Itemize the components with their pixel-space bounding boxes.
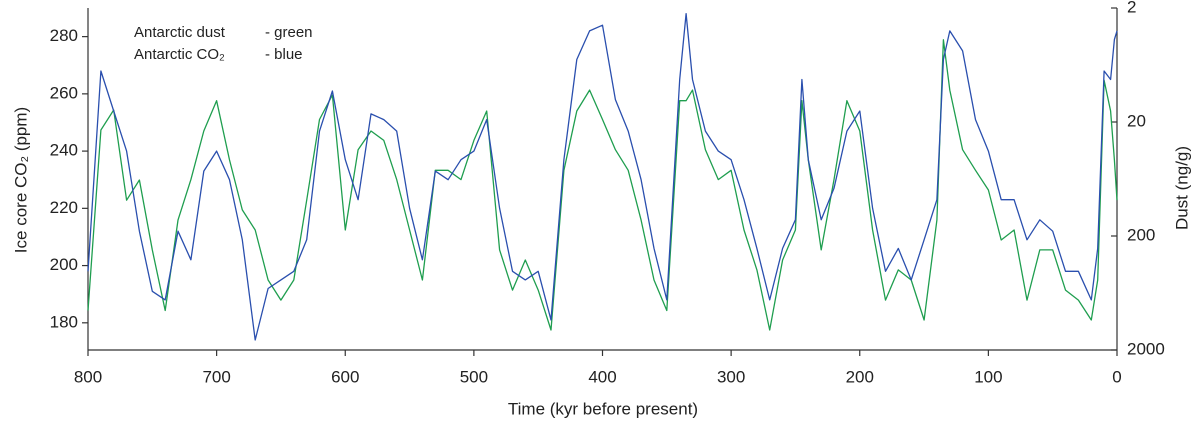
legend-note: - blue <box>265 46 303 63</box>
x-tick-label: 600 <box>331 367 359 386</box>
x-axis-label: Time (kyr before present) <box>508 399 698 418</box>
y-tick-label: 240 <box>50 141 78 160</box>
y2-axis-label: Dust (ng/g) <box>1172 146 1191 230</box>
y2-tick-label: 200 <box>1127 225 1155 244</box>
legend-label: Antarctic CO₂ <box>134 46 225 63</box>
x-tick-label: 700 <box>202 367 230 386</box>
y-tick-label: 200 <box>50 255 78 274</box>
x-tick-label: 200 <box>846 367 874 386</box>
data-line <box>87 13 1118 341</box>
y2-tick-label: 2 <box>1127 0 1136 16</box>
x-tick-label: 100 <box>974 367 1002 386</box>
y-tick-label: 260 <box>50 83 78 102</box>
x-tick-label: 300 <box>717 367 745 386</box>
legend-label: Antarctic dust <box>134 24 226 41</box>
x-tick-label: 800 <box>74 367 102 386</box>
y-tick-label: 220 <box>50 198 78 217</box>
y-tick-label: 280 <box>50 26 78 45</box>
x-tick-label: 400 <box>588 367 616 386</box>
y2-tick-label: 20 <box>1127 111 1146 130</box>
data-line <box>87 39 1118 331</box>
x-tick-label: 500 <box>460 367 488 386</box>
y-axis-label: Ice core CO₂ (ppm) <box>11 107 30 253</box>
x-tick-label: 0 <box>1112 367 1121 386</box>
y2-tick-label: 2000 <box>1127 339 1165 358</box>
legend-note: - green <box>265 24 313 41</box>
y-tick-label: 180 <box>50 312 78 331</box>
